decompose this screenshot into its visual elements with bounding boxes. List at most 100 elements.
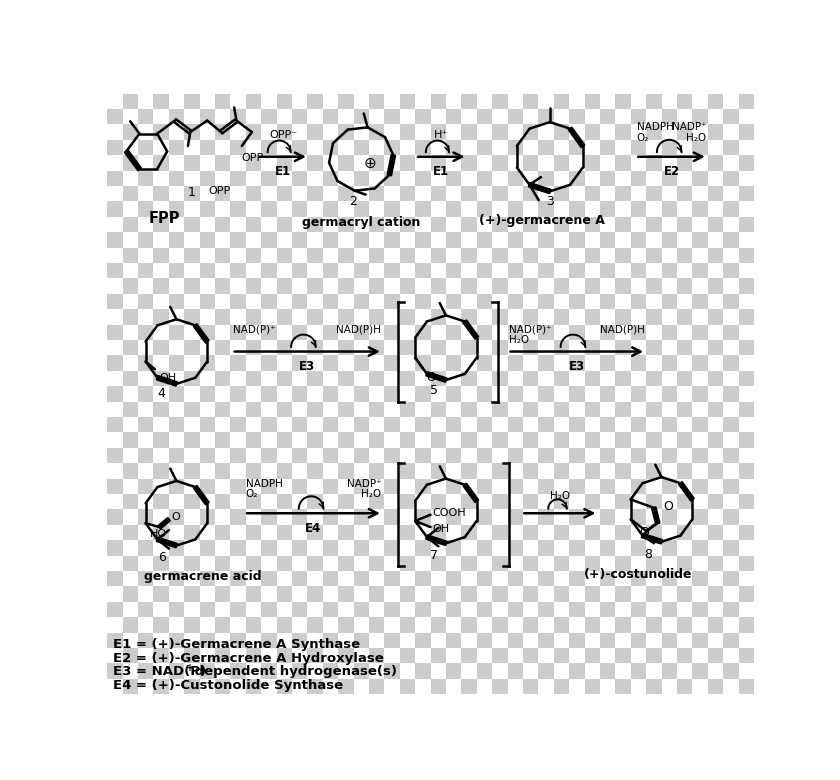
Bar	[446, 463, 461, 479]
Bar	[261, 155, 276, 171]
Bar	[538, 247, 554, 263]
Bar	[154, 679, 169, 694]
Bar	[507, 402, 523, 417]
Bar	[200, 525, 215, 541]
Bar	[415, 217, 431, 232]
Bar	[662, 479, 677, 494]
Bar	[307, 370, 323, 386]
Bar	[446, 386, 461, 402]
Bar	[276, 402, 292, 417]
Bar	[169, 479, 184, 494]
Bar	[200, 124, 215, 140]
Bar	[246, 356, 261, 370]
Bar	[215, 278, 230, 294]
Bar	[276, 386, 292, 402]
Bar	[385, 356, 400, 370]
Text: OPP: OPP	[242, 154, 264, 163]
Bar	[570, 247, 585, 263]
Bar	[492, 171, 507, 186]
Bar	[585, 633, 600, 648]
Bar	[215, 201, 230, 217]
Bar	[154, 356, 169, 370]
Bar	[492, 417, 507, 432]
Bar	[461, 263, 477, 278]
Bar	[400, 186, 415, 201]
Bar	[184, 232, 200, 247]
Bar	[507, 602, 523, 617]
Bar	[677, 541, 692, 555]
Bar	[292, 263, 307, 278]
Bar	[354, 232, 369, 247]
Bar	[276, 109, 292, 124]
Bar	[492, 201, 507, 217]
Bar	[507, 648, 523, 664]
Bar	[154, 555, 169, 571]
Bar	[461, 525, 477, 541]
Bar	[292, 541, 307, 555]
Bar	[415, 140, 431, 155]
Bar	[323, 633, 338, 648]
Bar	[646, 109, 662, 124]
Bar	[261, 94, 276, 109]
Bar	[246, 217, 261, 232]
Bar	[323, 232, 338, 247]
Bar	[554, 217, 570, 232]
Bar	[123, 555, 138, 571]
Bar	[385, 479, 400, 494]
Bar	[538, 356, 554, 370]
Bar	[522, 402, 538, 417]
Bar	[276, 340, 292, 356]
Bar	[492, 356, 507, 370]
Bar	[507, 94, 523, 109]
Bar	[738, 587, 754, 602]
Bar	[108, 617, 123, 633]
Bar	[138, 294, 154, 309]
Bar	[400, 571, 415, 587]
Bar	[554, 555, 570, 571]
Bar	[369, 479, 385, 494]
Bar	[677, 309, 692, 324]
Bar	[677, 648, 692, 664]
Bar	[354, 402, 369, 417]
Bar	[215, 370, 230, 386]
Bar	[492, 247, 507, 263]
Bar	[138, 386, 154, 402]
Bar	[446, 309, 461, 324]
Text: 8: 8	[643, 548, 652, 561]
Text: (+)-costunolide: (+)-costunolide	[584, 568, 693, 580]
Bar	[108, 664, 123, 679]
Bar	[446, 602, 461, 617]
Bar	[507, 278, 523, 294]
Bar	[554, 479, 570, 494]
Bar	[339, 171, 354, 186]
Bar	[415, 278, 431, 294]
Bar	[123, 494, 138, 509]
Bar	[276, 494, 292, 509]
Bar	[123, 679, 138, 694]
Bar	[154, 201, 169, 217]
Bar	[431, 186, 446, 201]
Bar	[339, 370, 354, 386]
Bar	[600, 309, 615, 324]
Bar	[123, 356, 138, 370]
Bar	[600, 402, 615, 417]
Bar	[477, 617, 492, 633]
Bar	[184, 140, 200, 155]
Bar	[184, 370, 200, 386]
Bar	[276, 370, 292, 386]
Bar	[230, 171, 246, 186]
Bar	[246, 525, 261, 541]
Bar	[677, 402, 692, 417]
Bar	[723, 294, 738, 309]
Bar	[307, 247, 323, 263]
Bar	[723, 386, 738, 402]
Bar	[446, 448, 461, 463]
Bar	[307, 386, 323, 402]
Bar	[646, 494, 662, 509]
Bar	[215, 541, 230, 555]
Bar	[554, 633, 570, 648]
Bar	[169, 294, 184, 309]
Bar	[261, 140, 276, 155]
Bar	[323, 402, 338, 417]
Bar	[615, 294, 631, 309]
